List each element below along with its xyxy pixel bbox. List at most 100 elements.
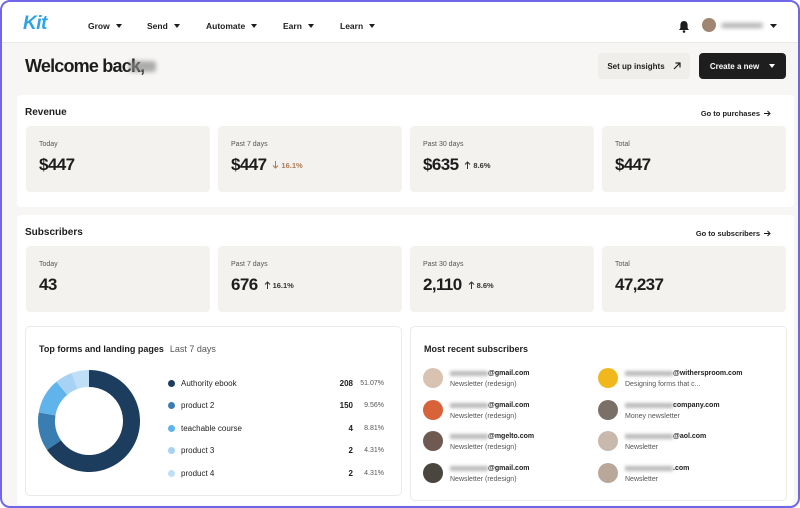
- stat-card: Past 30 days 2,110 8.6%: [410, 246, 594, 312]
- stat-label: Total: [615, 261, 630, 268]
- legend-row: teachable course 4 8.81%: [168, 422, 384, 434]
- stat-card: Today 43: [26, 246, 210, 312]
- subscriber[interactable]: .com Newsletter: [625, 463, 689, 485]
- nav-label: Send: [147, 21, 168, 31]
- nav-label: Automate: [206, 21, 246, 31]
- welcome-heading: Welcome back,: [25, 56, 145, 76]
- email-blur: [625, 465, 673, 471]
- avatar: [423, 431, 443, 451]
- share: 4.31%: [364, 469, 384, 477]
- stat-value: 2,110: [423, 275, 462, 294]
- email: @withersproom.com: [673, 370, 743, 377]
- subscriber[interactable]: @mgelto.com Newsletter (redesign): [450, 431, 534, 453]
- donut-slice: [56, 373, 78, 395]
- email: .com: [673, 464, 690, 472]
- stat-change: 8.6%: [464, 161, 491, 170]
- nav-item[interactable]: Automate: [206, 21, 258, 31]
- caret-icon: [307, 24, 314, 28]
- email: @gmail.com: [488, 464, 530, 472]
- share: 9.56%: [364, 402, 384, 409]
- create-button[interactable]: Create a new: [699, 53, 786, 79]
- subscriber[interactable]: @gmail.com Newsletter (redesign): [450, 368, 529, 390]
- stat-card: Past 7 days $447 16.1%: [218, 126, 402, 192]
- subscriber[interactable]: @gmail.com Newsletter (redesign): [450, 463, 529, 485]
- stat-value: $447: [39, 155, 75, 174]
- avatar: [598, 399, 618, 420]
- email: company.com: [673, 401, 720, 409]
- email-blur: [625, 434, 673, 439]
- link-label: Go to subscribers: [695, 229, 760, 238]
- email: @gmail.com: [488, 370, 530, 377]
- legend-row: product 3 2 4.31%: [168, 445, 384, 457]
- subscriber[interactable]: @aol.com Newsletter: [625, 431, 706, 453]
- email-blur: [450, 402, 488, 408]
- nav-item[interactable]: Send: [147, 21, 180, 31]
- user-caret[interactable]: [770, 24, 777, 29]
- form-name: Newsletter: [625, 444, 659, 451]
- stat-change: 8.6%: [468, 281, 494, 290]
- stat-row: 47,237: [615, 275, 773, 295]
- donut-slice: [38, 412, 61, 450]
- arrow-icon: [764, 230, 771, 237]
- avatar: [423, 462, 443, 483]
- email: @gmail.com: [488, 401, 530, 409]
- section-link[interactable]: Go to subscribers: [696, 229, 771, 238]
- donut-slice: [71, 370, 89, 390]
- legend-label: product 4: [181, 468, 215, 478]
- nav-item[interactable]: Earn: [283, 21, 314, 31]
- user-avatar[interactable]: [702, 18, 716, 32]
- form-name: Money newsletter: [625, 412, 680, 420]
- button-label: Set up insights: [607, 61, 665, 71]
- stat-row: $447: [39, 155, 197, 175]
- email-row: @withersproom.com: [625, 368, 742, 379]
- form-name: Newsletter (redesign): [450, 475, 517, 483]
- form-name: Newsletter (redesign): [450, 444, 517, 451]
- stat-value: 676: [231, 275, 258, 294]
- change-value: 8.6%: [476, 280, 494, 290]
- avatar: [598, 462, 618, 483]
- avatar: [598, 431, 618, 451]
- legend-label: product 2: [181, 401, 215, 410]
- share: 8.81%: [364, 424, 384, 432]
- avatar: [423, 399, 443, 420]
- stat-label: Past 7 days: [231, 141, 268, 148]
- email-row: @gmail.com: [450, 400, 529, 411]
- legend-dot: [168, 424, 175, 432]
- caret-icon: [769, 64, 776, 68]
- form-name: Newsletter (redesign): [450, 412, 517, 420]
- stat-change: 16.1%: [272, 160, 303, 170]
- caret-icon: [369, 24, 376, 28]
- legend-row: product 4 2 4.31%: [168, 467, 384, 479]
- section-title: Subscribers: [25, 227, 83, 238]
- stat-value: $635: [423, 155, 459, 174]
- stat-row: 43: [39, 275, 197, 295]
- forms-header: Top forms and landing pages Last 7 days: [39, 344, 216, 354]
- logo[interactable]: Kit: [23, 13, 47, 34]
- share: 51.07%: [360, 379, 384, 387]
- arrow-icon: [764, 110, 771, 117]
- nav-item[interactable]: Grow: [88, 21, 122, 31]
- section-link[interactable]: Go to purchases: [701, 109, 771, 118]
- subscriber[interactable]: company.com Money newsletter: [625, 400, 720, 422]
- stat-card: Total 47,237: [602, 246, 786, 312]
- stat-label: Total: [615, 141, 630, 148]
- subscriber[interactable]: @gmail.com Newsletter (redesign): [450, 400, 529, 422]
- email-blur: [450, 434, 488, 439]
- stat-value: $447: [615, 155, 651, 174]
- stat-card: Past 7 days 676 16.1%: [218, 246, 402, 312]
- legend-label: product 3: [181, 446, 215, 455]
- insights-button[interactable]: Set up insights: [598, 53, 690, 79]
- share: 4.31%: [364, 447, 384, 454]
- bell-icon[interactable]: [678, 20, 690, 33]
- subscriber[interactable]: @withersproom.com Designing forms that c.…: [625, 368, 742, 390]
- count: 150: [339, 401, 353, 410]
- legend-dot: [168, 379, 175, 387]
- legend-dot: [168, 469, 175, 477]
- stat-card: Total $447: [602, 126, 786, 192]
- nav-item[interactable]: Learn: [340, 21, 376, 31]
- change-value: 16.1%: [281, 160, 303, 170]
- button-label: Create a new: [709, 61, 760, 71]
- stat-row: 676 16.1%: [231, 275, 389, 295]
- top-nav: [2, 2, 798, 43]
- section-title: Revenue: [25, 107, 67, 118]
